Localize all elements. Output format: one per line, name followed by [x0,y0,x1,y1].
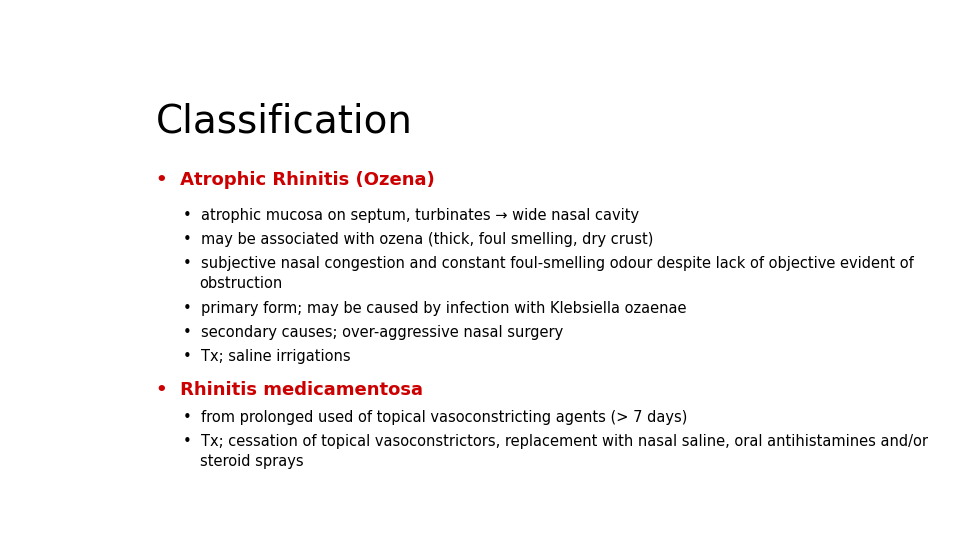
Text: •  primary form; may be caused by infection with Klebsiella ozaenae: • primary form; may be caused by infecti… [183,301,686,315]
Text: Classification: Classification [156,102,413,140]
Text: •  Tx; cessation of topical vasoconstrictors, replacement with nasal saline, ora: • Tx; cessation of topical vasoconstrict… [183,435,928,449]
Text: •  Atrophic Rhinitis (Ozena): • Atrophic Rhinitis (Ozena) [156,171,435,189]
Text: •  may be associated with ozena (thick, foul smelling, dry crust): • may be associated with ozena (thick, f… [183,232,654,247]
Text: steroid sprays: steroid sprays [200,454,303,469]
Text: •  secondary causes; over-aggressive nasal surgery: • secondary causes; over-aggressive nasa… [183,325,564,340]
Text: •  atrophic mucosa on septum, turbinates → wide nasal cavity: • atrophic mucosa on septum, turbinates … [183,208,639,223]
Text: •  Rhinitis medicamentosa: • Rhinitis medicamentosa [156,381,422,399]
Text: •  Tx; saline irrigations: • Tx; saline irrigations [183,349,350,364]
Text: •  from prolonged used of topical vasoconstricting agents (> 7 days): • from prolonged used of topical vasocon… [183,410,687,426]
Text: obstruction: obstruction [200,276,283,292]
Text: •  subjective nasal congestion and constant foul-smelling odour despite lack of : • subjective nasal congestion and consta… [183,256,914,272]
